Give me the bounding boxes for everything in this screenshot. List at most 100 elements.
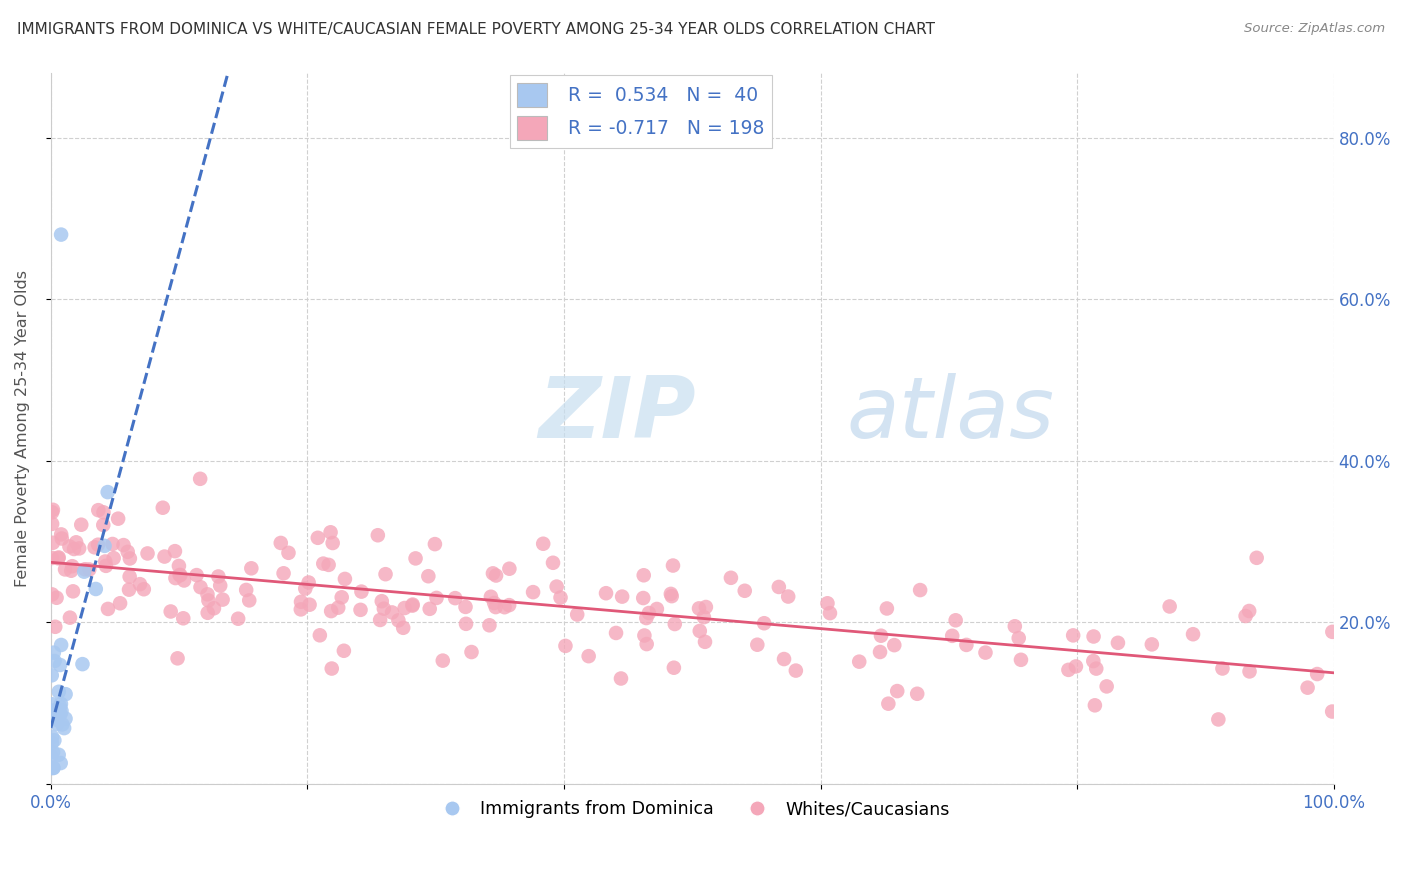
Point	[444, 591, 467, 606]
Point	[84, 582, 107, 596]
Point	[169, 568, 191, 582]
Point	[877, 697, 900, 711]
Point	[79, 562, 101, 576]
Point	[567, 607, 589, 622]
Point	[270, 536, 292, 550]
Point	[482, 566, 505, 581]
Point	[785, 664, 807, 678]
Point	[578, 649, 600, 664]
Point	[394, 601, 416, 615]
Point	[693, 635, 716, 649]
Point	[368, 613, 391, 627]
Point	[333, 572, 356, 586]
Point	[46, 551, 69, 566]
Point	[321, 661, 343, 675]
Point	[482, 596, 505, 610]
Point	[290, 595, 312, 609]
Point	[633, 628, 655, 642]
Point	[870, 629, 893, 643]
Point	[41, 704, 63, 718]
Point	[419, 602, 441, 616]
Point	[238, 593, 260, 607]
Point	[494, 600, 516, 615]
Point	[290, 602, 312, 616]
Point	[773, 652, 796, 666]
Point	[63, 541, 86, 556]
Point	[1062, 628, 1084, 642]
Point	[752, 616, 775, 631]
Legend: Immigrants from Dominica, Whites/Caucasians: Immigrants from Dominica, Whites/Caucasi…	[427, 793, 956, 825]
Point	[87, 503, 110, 517]
Point	[522, 585, 544, 599]
Text: ZIP: ZIP	[538, 373, 696, 456]
Point	[645, 602, 668, 616]
Point	[226, 612, 249, 626]
Point	[240, 561, 263, 575]
Point	[631, 591, 654, 605]
Point	[974, 646, 997, 660]
Point	[53, 562, 76, 576]
Point	[605, 626, 627, 640]
Point	[381, 606, 404, 620]
Point	[876, 601, 898, 615]
Point	[169, 568, 191, 582]
Point	[425, 591, 447, 605]
Point	[550, 591, 572, 605]
Point	[42, 503, 65, 517]
Point	[152, 500, 174, 515]
Point	[48, 685, 70, 699]
Point	[1140, 637, 1163, 651]
Point	[818, 606, 841, 620]
Point	[41, 698, 63, 712]
Point	[905, 687, 928, 701]
Point	[60, 559, 83, 574]
Text: Source: ZipAtlas.com: Source: ZipAtlas.com	[1244, 22, 1385, 36]
Point	[1182, 627, 1205, 641]
Point	[1107, 636, 1129, 650]
Point	[1084, 698, 1107, 713]
Point	[401, 599, 423, 613]
Point	[73, 565, 96, 579]
Point	[432, 654, 454, 668]
Text: atlas: atlas	[846, 373, 1054, 456]
Point	[294, 582, 316, 596]
Point	[1296, 681, 1319, 695]
Point	[44, 654, 66, 668]
Point	[190, 580, 212, 594]
Point	[330, 591, 353, 605]
Point	[1083, 654, 1105, 668]
Point	[93, 539, 115, 553]
Point	[103, 551, 125, 566]
Point	[478, 618, 501, 632]
Point	[693, 610, 716, 624]
Point	[298, 575, 321, 590]
Point	[498, 598, 520, 612]
Point	[454, 599, 477, 614]
Point	[44, 706, 66, 720]
Point	[41, 505, 63, 519]
Point	[319, 525, 342, 540]
Point	[423, 537, 446, 551]
Point	[188, 472, 211, 486]
Point	[371, 594, 394, 608]
Point	[108, 596, 131, 610]
Point	[107, 511, 129, 525]
Point	[479, 590, 502, 604]
Point	[49, 638, 72, 652]
Point	[307, 531, 329, 545]
Point	[45, 591, 67, 605]
Point	[498, 562, 520, 576]
Point	[945, 613, 967, 627]
Point	[207, 569, 229, 583]
Point	[44, 733, 66, 747]
Point	[941, 629, 963, 643]
Point	[778, 590, 800, 604]
Point	[163, 544, 186, 558]
Point	[1095, 680, 1118, 694]
Point	[1057, 663, 1080, 677]
Point	[49, 227, 72, 242]
Point	[908, 583, 931, 598]
Point	[49, 697, 72, 711]
Point	[41, 736, 63, 750]
Point	[689, 624, 711, 638]
